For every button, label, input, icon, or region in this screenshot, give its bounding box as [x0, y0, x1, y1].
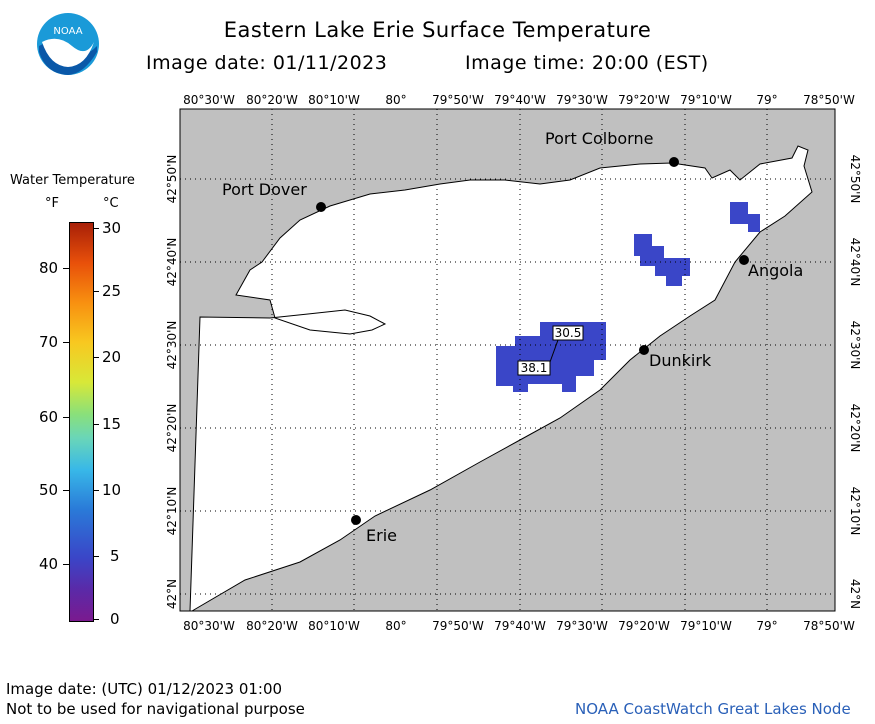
svg-text:42°50'N: 42°50'N — [848, 155, 862, 204]
svg-text:42°N: 42°N — [848, 579, 862, 609]
svg-text:42°20'N: 42°20'N — [848, 404, 862, 453]
c-tick — [93, 556, 99, 557]
c-tick — [93, 228, 99, 229]
c-tick — [93, 424, 99, 425]
reading-box-a — [552, 325, 584, 341]
utc-date: Image date: (UTC) 01/12/2023 01:00 — [6, 680, 283, 698]
unit-celsius: °C — [103, 196, 119, 211]
water-patch — [634, 234, 690, 286]
svg-text:79°30'W: 79°30'W — [556, 619, 608, 633]
f-tick-label: 40 — [39, 555, 59, 573]
lon-labels-top: 80°30'W 80°20'W 80°10'W 80° 79°50'W 79°4… — [183, 93, 855, 107]
svg-text:80°30'W: 80°30'W — [183, 619, 235, 633]
svg-text:78°50'W: 78°50'W — [803, 619, 855, 633]
f-tick — [63, 342, 69, 343]
city-dunkirk: Dunkirk — [649, 351, 712, 370]
city-marker-angola — [739, 255, 749, 265]
lon-labels-bottom: 80°30'W 80°20'W 80°10'W 80° 79°50'W 79°4… — [183, 619, 855, 633]
city-angola: Angola — [748, 261, 803, 280]
f-tick — [63, 268, 69, 269]
f-tick-label: 60 — [39, 408, 59, 426]
svg-text:42°50'N: 42°50'N — [165, 155, 179, 204]
water-patch — [730, 202, 760, 232]
svg-text:80°20'W: 80°20'W — [246, 619, 298, 633]
c-tick-label: 5 — [110, 547, 120, 565]
svg-text:42°40'N: 42°40'N — [848, 238, 862, 287]
map-title: Eastern Lake Erie Surface Temperature — [223, 18, 652, 42]
svg-text:79°40'W: 79°40'W — [494, 93, 546, 107]
lat-labels-left: 42°50'N 42°40'N 42°30'N 42°20'N 42°10'N … — [165, 155, 179, 610]
logo-text: NOAA — [53, 26, 82, 37]
image-time: Image time: 20:00 (EST) — [465, 52, 709, 74]
map-frame — [179, 108, 836, 612]
svg-text:79°10'W: 79°10'W — [680, 619, 732, 633]
svg-text:79°: 79° — [756, 619, 777, 633]
city-marker-port-colborne — [669, 157, 679, 167]
city-erie: Erie — [366, 526, 397, 545]
svg-text:79°40'W: 79°40'W — [494, 619, 546, 633]
color-bar — [69, 222, 94, 622]
reading-leader — [549, 339, 559, 363]
svg-text:79°20'W: 79°20'W — [618, 619, 670, 633]
c-tick-label: 0 — [110, 610, 120, 628]
c-tick-label: 20 — [102, 348, 122, 366]
svg-text:42°30'N: 42°30'N — [165, 321, 179, 370]
svg-text:79°50'W: 79°50'W — [432, 619, 484, 633]
c-tick-label: 10 — [102, 481, 122, 499]
city-port-colborne: Port Colborne — [545, 129, 653, 148]
f-tick — [63, 490, 69, 491]
f-tick — [63, 417, 69, 418]
svg-text:42°40'N: 42°40'N — [165, 238, 179, 287]
city-port-dover: Port Dover — [222, 180, 307, 199]
c-tick — [93, 357, 99, 358]
c-tick-label: 15 — [102, 415, 122, 433]
svg-text:79°10'W: 79°10'W — [680, 93, 732, 107]
c-tick — [93, 619, 99, 620]
credit: NOAA CoastWatch Great Lakes Node — [575, 700, 851, 718]
reading-b: 38.1 — [521, 361, 548, 375]
svg-text:80°10'W: 80°10'W — [308, 619, 360, 633]
noaa-logo: NOAA — [37, 13, 99, 75]
svg-text:79°30'W: 79°30'W — [556, 93, 608, 107]
c-tick — [93, 490, 99, 491]
svg-text:42°30'N: 42°30'N — [848, 321, 862, 370]
svg-text:80°: 80° — [385, 619, 406, 633]
legend-title: Water Temperature — [10, 173, 135, 188]
svg-text:42°N: 42°N — [165, 579, 179, 609]
svg-text:80°: 80° — [385, 93, 406, 107]
lat-labels-right: 42°50'N 42°40'N 42°30'N 42°20'N 42°10'N … — [848, 155, 862, 610]
reading-a: 30.5 — [555, 326, 582, 340]
svg-text:78°50'W: 78°50'W — [803, 93, 855, 107]
reading-box-b — [517, 360, 551, 376]
disclaimer: Not to be used for navigational purpose — [6, 700, 305, 718]
f-tick-label: 50 — [39, 481, 59, 499]
svg-text:80°20'W: 80°20'W — [246, 93, 298, 107]
city-marker-port-dover — [316, 202, 326, 212]
f-tick-label: 70 — [39, 333, 59, 351]
svg-text:79°20'W: 79°20'W — [618, 93, 670, 107]
svg-text:42°10'N: 42°10'N — [848, 487, 862, 536]
svg-text:42°20'N: 42°20'N — [165, 404, 179, 453]
city-marker-erie — [351, 515, 361, 525]
unit-fahrenheit: °F — [45, 196, 59, 211]
image-date: Image date: 01/11/2023 — [146, 52, 388, 74]
svg-text:79°: 79° — [756, 93, 777, 107]
svg-text:80°10'W: 80°10'W — [308, 93, 360, 107]
c-tick — [93, 291, 99, 292]
graticule — [180, 109, 835, 611]
svg-text:79°50'W: 79°50'W — [432, 93, 484, 107]
c-tick-label: 30 — [102, 219, 122, 237]
svg-text:42°10'N: 42°10'N — [165, 487, 179, 536]
c-tick-label: 25 — [102, 282, 122, 300]
f-tick-label: 80 — [39, 259, 59, 277]
f-tick — [63, 564, 69, 565]
svg-text:80°30'W: 80°30'W — [183, 93, 235, 107]
city-marker-dunkirk — [639, 345, 649, 355]
